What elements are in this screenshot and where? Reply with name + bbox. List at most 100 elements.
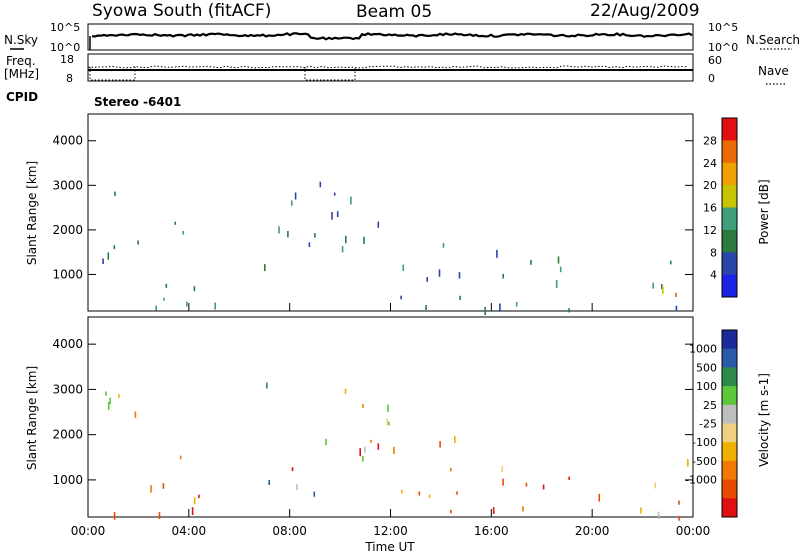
frequency-panel: Freq. [MHz] 18 8 60 0 Nave xyxy=(4,53,789,85)
velocity-cell xyxy=(150,485,152,493)
x-tick-label: 00:00 xyxy=(676,524,711,538)
power-cell xyxy=(182,230,184,235)
power-cell xyxy=(515,302,518,307)
velocity-cell xyxy=(418,491,421,496)
power-cell xyxy=(163,297,165,301)
velocity-colorbar-swatch xyxy=(722,460,737,481)
power-colorbar-tick-label: 4 xyxy=(710,269,717,282)
velocity-cell xyxy=(439,441,441,448)
power-cell xyxy=(675,292,677,298)
power-colorbar: 28 24 20 16 12 8 4 Power [dB] xyxy=(703,117,771,298)
x-tick-label: 04:00 xyxy=(172,524,207,538)
nave-line xyxy=(87,65,689,69)
power-cell xyxy=(675,305,678,312)
velocity-cell xyxy=(162,483,165,489)
x-tick-label: 20:00 xyxy=(575,524,610,538)
power-cell xyxy=(669,260,672,265)
velocity-colorbar-frame xyxy=(721,329,738,518)
power-cell xyxy=(426,277,428,282)
y-tick-label: 4000 xyxy=(52,337,83,351)
velocity-cell xyxy=(313,491,316,497)
x-tick-label: 08:00 xyxy=(272,524,307,538)
power-cell xyxy=(652,282,654,289)
power-cell xyxy=(155,305,157,311)
power-data-cells xyxy=(102,181,678,316)
power-cell xyxy=(502,273,504,279)
power-cell xyxy=(193,286,196,292)
velocity-colorbar-tick-label: 25 xyxy=(703,399,717,412)
velocity-cell xyxy=(291,467,294,472)
velocity-colorbar-swatch xyxy=(722,498,737,518)
x-tick-label: 16:00 xyxy=(474,524,509,538)
velocity-colorbar-swatch xyxy=(722,367,737,387)
power-colorbar-swatch xyxy=(722,207,737,231)
power-colorbar-swatch xyxy=(722,229,737,253)
x-tick-label: 12:00 xyxy=(373,524,408,538)
velocity-colorbar-swatch xyxy=(722,404,737,424)
noise-left-tick-bottom: 10^0 xyxy=(50,41,80,54)
velocity-cell xyxy=(678,500,680,505)
velocity-cell xyxy=(364,446,366,453)
velocity-cell xyxy=(522,506,524,512)
y-tick-label: 3000 xyxy=(52,382,83,396)
velocity-cell xyxy=(654,482,656,489)
power-colorbar-swatch xyxy=(722,118,737,141)
velocity-cell xyxy=(454,436,456,443)
power-cell xyxy=(555,280,558,288)
velocity-x-ticks: 00:00 04:00 08:00 12:00 16:00 20:00 00:00 xyxy=(71,303,711,538)
power-cell xyxy=(350,196,352,205)
velocity-cell xyxy=(134,411,137,418)
power-colorbar-swatch xyxy=(722,162,737,186)
power-cell xyxy=(496,249,498,258)
power-cell xyxy=(278,226,280,234)
velocity-colorbar-label: Velocity [m s-1] xyxy=(757,373,771,467)
velocity-cell xyxy=(268,480,270,485)
power-cell xyxy=(377,221,380,228)
y-tick-label: 1000 xyxy=(52,267,83,281)
nave-dropout xyxy=(89,67,136,81)
nsearch-label: N.Search xyxy=(746,33,800,47)
velocity-colorbar-tick-label: 100 xyxy=(696,380,717,393)
power-cell xyxy=(345,235,347,244)
velocity-cell xyxy=(107,402,110,410)
velocity-cell xyxy=(687,458,689,467)
noise-trace xyxy=(89,32,693,50)
power-cell xyxy=(459,295,461,300)
velocity-cell xyxy=(678,515,680,521)
velocity-colorbar-label-text: Velocity [m s-1] xyxy=(757,373,771,467)
velocity-cell xyxy=(191,507,194,515)
freq-label-line1: Freq. xyxy=(6,54,36,68)
power-cell xyxy=(425,305,427,310)
power-cell xyxy=(442,243,445,248)
velocity-data-cells xyxy=(105,382,689,521)
date-title: 22/Aug/2009 xyxy=(590,1,700,21)
frequency-trace xyxy=(87,65,693,81)
velocity-ylabel: Slant Range [km] xyxy=(25,366,39,470)
nave-dropout xyxy=(304,67,356,81)
cpid-label: CPID xyxy=(6,90,38,104)
power-cell xyxy=(264,264,266,272)
y-tick-label: 1000 xyxy=(52,473,83,487)
power-cell xyxy=(530,260,532,265)
velocity-y-ticks: 4000 3000 2000 1000 xyxy=(52,337,693,487)
power-cell xyxy=(186,301,188,307)
power-colorbar-frame xyxy=(721,117,738,298)
power-cell xyxy=(333,192,336,196)
power-cell xyxy=(113,245,116,250)
power-colorbar-tick-label: 12 xyxy=(703,224,717,237)
power-cell xyxy=(484,307,486,316)
noise-line xyxy=(91,32,693,41)
velocity-cell xyxy=(525,482,528,487)
velocity-colorbar: 1000 500 100 25 -25 -100 -500 -1000 Velocity [m… xyxy=(685,329,771,518)
nsky-label: N.Sky xyxy=(4,33,38,47)
velocity-colorbar-swatch xyxy=(722,479,737,499)
velocity-cell xyxy=(542,484,545,490)
y-tick-label: 2000 xyxy=(52,428,83,442)
velocity-cell xyxy=(502,478,504,486)
velocity-cell xyxy=(377,443,380,450)
freq-label-line2: [MHz] xyxy=(4,67,39,81)
velocity-cell xyxy=(598,493,601,502)
noise-right-tick-bottom: 10^0 xyxy=(708,41,738,54)
power-colorbar-label: Power [dB] xyxy=(757,179,771,244)
